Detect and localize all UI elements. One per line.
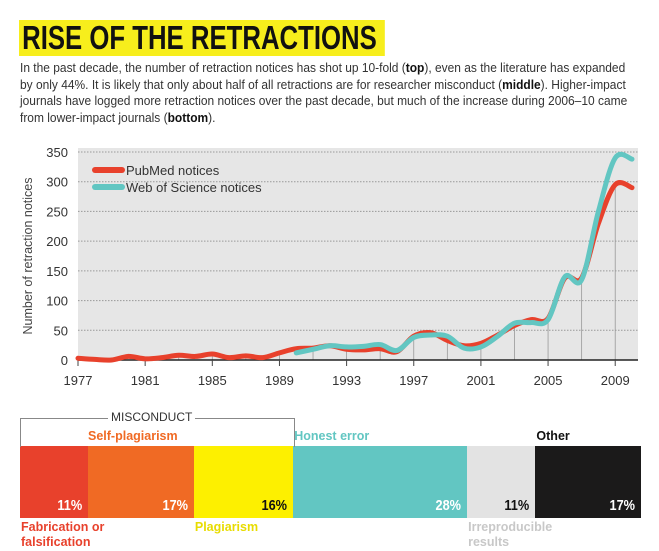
x-tick-label: 2009	[601, 373, 630, 388]
y-tick-label: 0	[61, 353, 68, 368]
intro-text: In the past decade, the number of retrac…	[20, 61, 406, 75]
y-tick-label: 350	[46, 145, 68, 160]
intro-paragraph: In the past decade, the number of retrac…	[20, 60, 628, 126]
bar-percent-label: 11%	[504, 497, 530, 514]
x-tick-label: 1977	[64, 373, 93, 388]
category-label: Fabrication or falsification	[21, 520, 105, 549]
bar-percent-label: 28%	[435, 497, 462, 514]
category-label: Honest error	[294, 429, 370, 443]
intro-text: ), even as the literature has expanded b…	[20, 61, 626, 92]
x-tick-label: 1989	[265, 373, 294, 388]
bar-segment: 11%	[20, 446, 89, 518]
category-label: Irreproducible results	[468, 520, 553, 549]
wos-line	[293, 151, 635, 356]
category-label: Other	[536, 429, 570, 443]
bar-percent-label: 17%	[162, 497, 188, 514]
page-title: RISE OF THE RETRACTIONS	[19, 20, 385, 56]
x-tick-label: 2001	[466, 373, 495, 388]
x-tick-label: 1997	[399, 373, 428, 388]
bar-segment: 16%	[193, 446, 294, 518]
legend-label: PubMed notices	[126, 163, 220, 178]
x-tick-label: 1985	[198, 373, 227, 388]
intro-emphasis: top	[405, 61, 425, 75]
misconduct-label: MISCONDUCT	[108, 410, 196, 424]
y-axis-label: Number of retraction notices	[21, 177, 35, 334]
x-tick-label: 1993	[332, 373, 361, 388]
y-tick-label: 100	[46, 294, 68, 309]
bar-percent-label: 16%	[261, 497, 288, 514]
y-tick-label: 300	[46, 175, 68, 190]
x-tick-label: 2005	[534, 373, 563, 388]
intro-emphasis: bottom	[167, 110, 209, 125]
bar-segment: 28%	[293, 446, 468, 518]
bar-percent-label: 17%	[609, 497, 635, 514]
category-label: Self-plagiarism	[88, 429, 178, 443]
y-tick-label: 250	[46, 204, 68, 219]
legend-label: Web of Science notices	[126, 180, 262, 195]
intro-text: ). Higher-impact journals have logged mo…	[20, 77, 628, 125]
bar-segment: 17%	[88, 446, 194, 518]
pubmed-line	[75, 180, 635, 363]
bar-segment: 11%	[467, 446, 536, 518]
x-tick-label: 1981	[131, 373, 160, 388]
bar-percent-label: 11%	[57, 497, 83, 514]
intro-emphasis: middle	[502, 77, 541, 92]
intro-text: ).	[208, 110, 216, 125]
category-label: Plagiarism	[194, 520, 259, 534]
y-tick-label: 150	[46, 264, 68, 279]
y-tick-label: 50	[54, 323, 68, 338]
y-tick-label: 200	[46, 234, 68, 249]
bar-segment: 17%	[535, 446, 641, 518]
